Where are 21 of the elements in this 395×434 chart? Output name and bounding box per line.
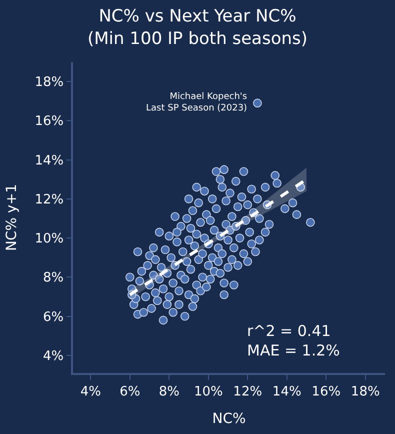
chart-title: NC% vs Next Year NC% (Min 100 IP both seasons) xyxy=(87,6,308,49)
y-axis-title: NC% y+1 xyxy=(4,184,20,251)
annotation: r^2 = 0.41 MAE = 1.2% xyxy=(247,322,340,360)
x-tick-label: 10% xyxy=(194,384,223,400)
x-tick-label: 14% xyxy=(272,384,302,400)
x-tick-label: 12% xyxy=(233,384,262,400)
annotation: Michael Kopech's Last SP Season (2023) xyxy=(146,92,248,114)
y-tick-label: 16% xyxy=(34,114,64,130)
x-axis-title: NC% xyxy=(212,411,246,428)
y-tick-label: 6% xyxy=(43,310,64,325)
x-tick-label: 8% xyxy=(158,384,180,400)
y-tick-label: 12% xyxy=(34,192,64,208)
x-tick-label: 18% xyxy=(350,384,380,400)
x-tick-label: 4% xyxy=(80,384,101,400)
y-tick-label: 4% xyxy=(43,348,64,364)
x-tick-label: 6% xyxy=(120,384,140,400)
y-tick-label: 8% xyxy=(43,270,64,286)
y-tick-label: 10% xyxy=(34,232,64,247)
x-tick-label: 16% xyxy=(312,384,341,400)
y-tick-label: 14% xyxy=(34,153,64,168)
y-tick-label: 18% xyxy=(34,75,64,90)
